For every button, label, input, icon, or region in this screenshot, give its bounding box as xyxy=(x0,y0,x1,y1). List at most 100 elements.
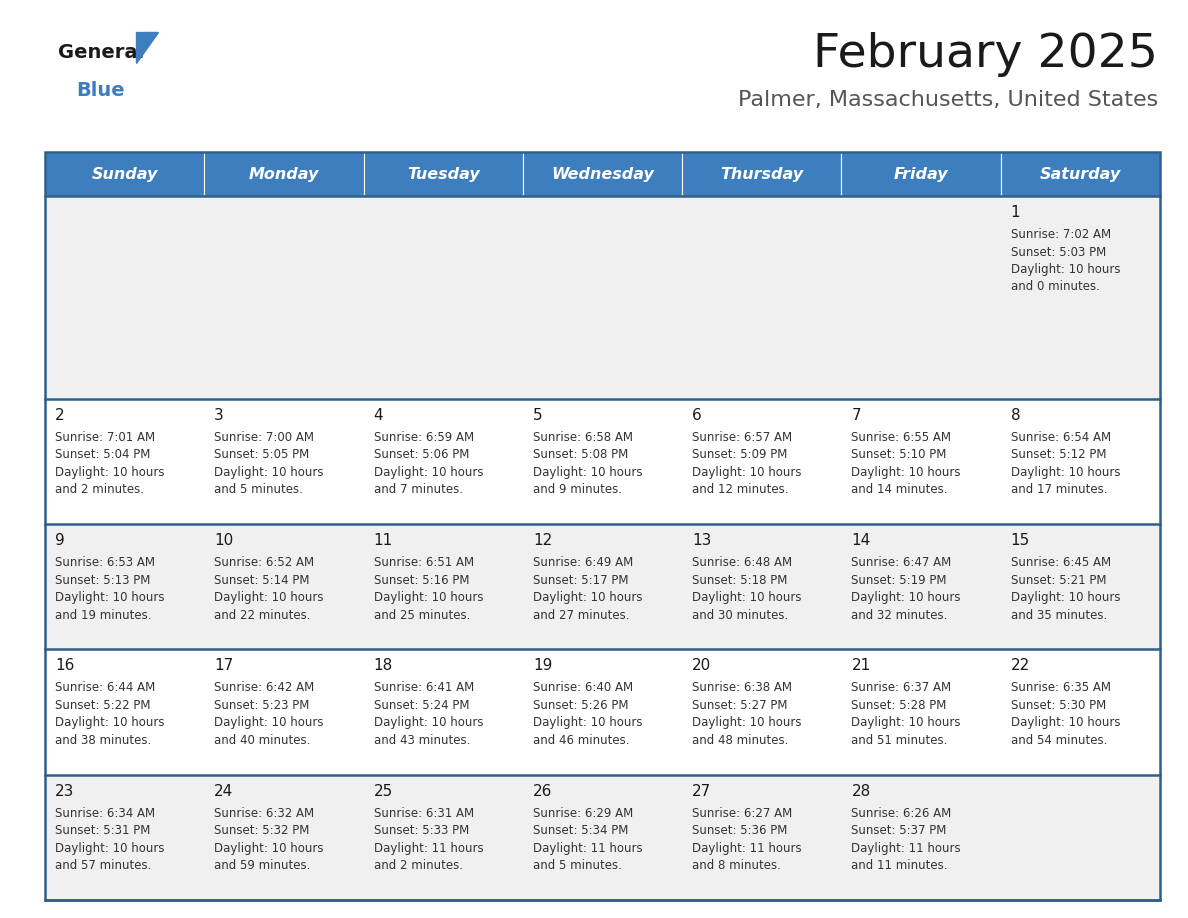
Text: Sunset: 5:30 PM: Sunset: 5:30 PM xyxy=(1011,699,1106,712)
Text: Sunrise: 6:26 AM: Sunrise: 6:26 AM xyxy=(852,807,952,820)
Text: Daylight: 10 hours: Daylight: 10 hours xyxy=(1011,716,1120,730)
Text: Sunrise: 6:47 AM: Sunrise: 6:47 AM xyxy=(852,556,952,569)
Text: Thursday: Thursday xyxy=(720,166,803,182)
Text: Sunrise: 6:40 AM: Sunrise: 6:40 AM xyxy=(533,681,633,694)
Text: Sunset: 5:12 PM: Sunset: 5:12 PM xyxy=(1011,448,1106,462)
Text: Sunrise: 6:58 AM: Sunrise: 6:58 AM xyxy=(533,431,633,444)
Text: 7: 7 xyxy=(852,408,861,423)
FancyBboxPatch shape xyxy=(204,196,364,399)
FancyBboxPatch shape xyxy=(1000,196,1159,399)
Text: and 8 minutes.: and 8 minutes. xyxy=(693,859,781,872)
Text: Daylight: 10 hours: Daylight: 10 hours xyxy=(852,466,961,479)
Text: Sunrise: 6:29 AM: Sunrise: 6:29 AM xyxy=(533,807,633,820)
Text: 21: 21 xyxy=(852,658,871,674)
Text: 19: 19 xyxy=(533,658,552,674)
FancyBboxPatch shape xyxy=(45,649,204,775)
Text: Daylight: 11 hours: Daylight: 11 hours xyxy=(852,842,961,855)
Text: 15: 15 xyxy=(1011,533,1030,548)
Text: Daylight: 10 hours: Daylight: 10 hours xyxy=(214,842,324,855)
Text: Palmer, Massachusetts, United States: Palmer, Massachusetts, United States xyxy=(738,90,1158,110)
FancyBboxPatch shape xyxy=(1000,152,1159,196)
FancyBboxPatch shape xyxy=(1000,775,1159,900)
Text: and 25 minutes.: and 25 minutes. xyxy=(373,609,470,621)
Text: Sunrise: 6:41 AM: Sunrise: 6:41 AM xyxy=(373,681,474,694)
FancyBboxPatch shape xyxy=(841,775,1000,900)
Text: Sunrise: 6:55 AM: Sunrise: 6:55 AM xyxy=(852,431,952,444)
FancyBboxPatch shape xyxy=(45,399,204,524)
FancyBboxPatch shape xyxy=(364,524,523,649)
Text: 11: 11 xyxy=(373,533,393,548)
Text: Sunset: 5:08 PM: Sunset: 5:08 PM xyxy=(533,448,628,462)
Text: 28: 28 xyxy=(852,784,871,799)
FancyBboxPatch shape xyxy=(364,399,523,524)
Text: and 5 minutes.: and 5 minutes. xyxy=(214,484,303,497)
Text: and 27 minutes.: and 27 minutes. xyxy=(533,609,630,621)
Text: and 59 minutes.: and 59 minutes. xyxy=(214,859,310,872)
Text: 27: 27 xyxy=(693,784,712,799)
FancyBboxPatch shape xyxy=(364,152,523,196)
Text: Sunrise: 7:01 AM: Sunrise: 7:01 AM xyxy=(55,431,156,444)
Text: Sunset: 5:31 PM: Sunset: 5:31 PM xyxy=(55,824,151,837)
Text: Sunrise: 6:27 AM: Sunrise: 6:27 AM xyxy=(693,807,792,820)
Text: Daylight: 10 hours: Daylight: 10 hours xyxy=(214,591,324,604)
Text: Sunrise: 6:32 AM: Sunrise: 6:32 AM xyxy=(214,807,315,820)
Text: 14: 14 xyxy=(852,533,871,548)
Text: Daylight: 10 hours: Daylight: 10 hours xyxy=(55,842,164,855)
Text: Sunrise: 6:45 AM: Sunrise: 6:45 AM xyxy=(1011,556,1111,569)
FancyBboxPatch shape xyxy=(682,196,841,399)
Text: Sunset: 5:24 PM: Sunset: 5:24 PM xyxy=(373,699,469,712)
FancyBboxPatch shape xyxy=(45,152,204,196)
Text: and 48 minutes.: and 48 minutes. xyxy=(693,734,789,747)
Text: Daylight: 11 hours: Daylight: 11 hours xyxy=(373,842,484,855)
Text: Sunset: 5:16 PM: Sunset: 5:16 PM xyxy=(373,574,469,587)
Text: Sunset: 5:34 PM: Sunset: 5:34 PM xyxy=(533,824,628,837)
Text: Monday: Monday xyxy=(248,166,320,182)
Text: and 9 minutes.: and 9 minutes. xyxy=(533,484,621,497)
Text: Sunset: 5:18 PM: Sunset: 5:18 PM xyxy=(693,574,788,587)
Text: Daylight: 10 hours: Daylight: 10 hours xyxy=(373,466,484,479)
Text: Daylight: 10 hours: Daylight: 10 hours xyxy=(693,591,802,604)
FancyBboxPatch shape xyxy=(682,152,841,196)
Text: Daylight: 10 hours: Daylight: 10 hours xyxy=(693,716,802,730)
Text: Sunset: 5:21 PM: Sunset: 5:21 PM xyxy=(1011,574,1106,587)
Text: 13: 13 xyxy=(693,533,712,548)
Text: Sunrise: 6:54 AM: Sunrise: 6:54 AM xyxy=(1011,431,1111,444)
Text: Sunset: 5:32 PM: Sunset: 5:32 PM xyxy=(214,824,310,837)
Text: Sunset: 5:04 PM: Sunset: 5:04 PM xyxy=(55,448,151,462)
Text: 18: 18 xyxy=(373,658,393,674)
Text: Sunrise: 6:38 AM: Sunrise: 6:38 AM xyxy=(693,681,792,694)
Text: Daylight: 10 hours: Daylight: 10 hours xyxy=(214,716,324,730)
Text: Daylight: 10 hours: Daylight: 10 hours xyxy=(214,466,324,479)
Text: Sunset: 5:06 PM: Sunset: 5:06 PM xyxy=(373,448,469,462)
Text: 25: 25 xyxy=(373,784,393,799)
FancyBboxPatch shape xyxy=(45,524,204,649)
FancyBboxPatch shape xyxy=(45,775,204,900)
Text: General: General xyxy=(58,43,144,62)
Text: 16: 16 xyxy=(55,658,75,674)
FancyBboxPatch shape xyxy=(523,399,682,524)
Text: Sunrise: 6:59 AM: Sunrise: 6:59 AM xyxy=(373,431,474,444)
Text: and 35 minutes.: and 35 minutes. xyxy=(1011,609,1107,621)
FancyBboxPatch shape xyxy=(364,775,523,900)
Text: Daylight: 10 hours: Daylight: 10 hours xyxy=(373,591,484,604)
Text: Sunset: 5:22 PM: Sunset: 5:22 PM xyxy=(55,699,151,712)
Text: Sunrise: 7:02 AM: Sunrise: 7:02 AM xyxy=(1011,228,1111,241)
FancyBboxPatch shape xyxy=(841,649,1000,775)
FancyBboxPatch shape xyxy=(1000,399,1159,524)
Text: and 17 minutes.: and 17 minutes. xyxy=(1011,484,1107,497)
Text: Daylight: 10 hours: Daylight: 10 hours xyxy=(533,591,643,604)
Text: 2: 2 xyxy=(55,408,64,423)
Text: Sunset: 5:14 PM: Sunset: 5:14 PM xyxy=(214,574,310,587)
Text: Daylight: 10 hours: Daylight: 10 hours xyxy=(55,716,164,730)
FancyBboxPatch shape xyxy=(523,152,682,196)
Text: Daylight: 10 hours: Daylight: 10 hours xyxy=(373,716,484,730)
FancyBboxPatch shape xyxy=(523,524,682,649)
Text: Daylight: 10 hours: Daylight: 10 hours xyxy=(533,466,643,479)
Text: and 32 minutes.: and 32 minutes. xyxy=(852,609,948,621)
FancyBboxPatch shape xyxy=(841,399,1000,524)
FancyBboxPatch shape xyxy=(364,196,523,399)
Text: and 22 minutes.: and 22 minutes. xyxy=(214,609,311,621)
Text: 5: 5 xyxy=(533,408,543,423)
Text: Sunset: 5:26 PM: Sunset: 5:26 PM xyxy=(533,699,628,712)
Text: Sunrise: 6:31 AM: Sunrise: 6:31 AM xyxy=(373,807,474,820)
